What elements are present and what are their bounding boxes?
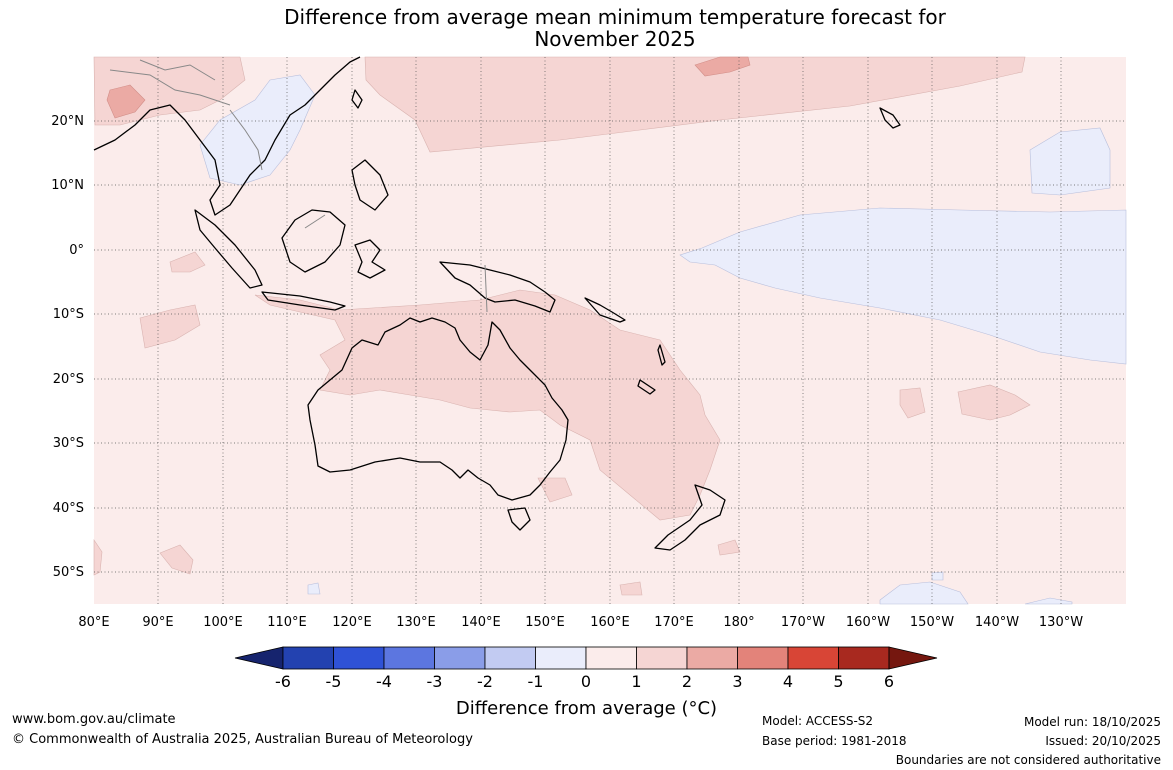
colorbar-segment xyxy=(585,646,637,670)
colorbar-tick-label: -6 xyxy=(275,672,291,691)
anomaly-zones-hot xyxy=(106,56,751,119)
sulawesi-coast xyxy=(354,239,386,279)
colorbar-segment xyxy=(686,646,738,670)
colorbar-tick-label: 3 xyxy=(732,672,742,691)
new-zealand-coast xyxy=(654,484,726,551)
lat-label: 20°S xyxy=(53,372,84,387)
colorbar-tick-label: -3 xyxy=(427,672,443,691)
lon-label: 170°E xyxy=(654,615,694,630)
colorbar-extend-low xyxy=(234,646,284,670)
colorbar-tick-label: -5 xyxy=(326,672,342,691)
colorbar-segment xyxy=(535,646,587,670)
taiwan-coast xyxy=(351,89,363,109)
lat-label: 30°S xyxy=(53,436,84,451)
lat-label: 20°N xyxy=(51,114,84,129)
map-title-line1: Difference from average mean minimum tem… xyxy=(284,5,946,29)
colorbar-segment xyxy=(737,646,789,670)
colorbar-tick-label: -4 xyxy=(376,672,392,691)
graticule xyxy=(94,57,1126,604)
asia-coast xyxy=(93,56,361,216)
base-period-text: Base period: 1981-2018 xyxy=(762,734,907,748)
lat-label: 0° xyxy=(69,243,84,258)
lat-label: 10°S xyxy=(53,307,84,322)
lon-label: 130°W xyxy=(1039,615,1083,630)
colorbar-segment xyxy=(282,646,334,670)
lon-label: 140°W xyxy=(975,615,1019,630)
colorbar-tick-label: -1 xyxy=(528,672,544,691)
anomaly-zones-cool xyxy=(199,74,1127,605)
vanuatu-coast xyxy=(657,344,666,366)
colorbar-title: Difference from average (°C) xyxy=(455,698,718,719)
colorbar-tick-label: 2 xyxy=(682,672,692,691)
lon-label: 130°E xyxy=(396,615,436,630)
longitude-labels: 80°E 90°E 100°E 110°E 120°E 130°E 140°E … xyxy=(78,615,1083,630)
lat-label: 50°S xyxy=(53,565,84,580)
solomons-coast xyxy=(584,297,626,323)
lon-label: 140°E xyxy=(461,615,501,630)
country-borders xyxy=(109,59,488,313)
borneo-coast xyxy=(281,209,346,273)
disclaimer-text: Boundaries are not considered authoritat… xyxy=(895,753,1161,767)
lon-label: 120°E xyxy=(332,615,372,630)
issued-text: Issued: 20/10/2025 xyxy=(1045,734,1161,748)
colorbar-tick-label: -2 xyxy=(477,672,493,691)
copyright-text: © Commonwealth of Australia 2025, Austra… xyxy=(12,732,473,747)
colorbar-tick-label: 0 xyxy=(581,672,591,691)
lon-label: 110°E xyxy=(267,615,307,630)
coastlines xyxy=(93,56,901,551)
colorbar-tick-label: 1 xyxy=(631,672,641,691)
tasmania-coast xyxy=(507,507,531,531)
lon-label: 80°E xyxy=(78,615,109,630)
model-run-text: Model run: 18/10/2025 xyxy=(1023,715,1161,729)
colorbar-segment xyxy=(333,646,385,670)
colorbar-segment xyxy=(434,646,486,670)
australia-coast xyxy=(307,317,569,501)
new-guinea-coast xyxy=(439,261,556,313)
colorbar-segment xyxy=(787,646,839,670)
lat-label: 10°N xyxy=(51,178,84,193)
java-coast xyxy=(261,291,346,311)
anomaly-zones-warm xyxy=(93,56,1031,596)
colorbar-extend-high xyxy=(888,646,938,670)
model-text: Model: ACCESS-S2 xyxy=(762,714,874,728)
colorbar-ticks: -6 -5 -4 -3 -2 -1 0 1 2 3 4 5 6 xyxy=(275,672,894,691)
colorbar-tick-label: 6 xyxy=(884,672,894,691)
lon-label: 170°W xyxy=(781,615,825,630)
website-text: www.bom.gov.au/climate xyxy=(12,712,176,727)
lon-label: 100°E xyxy=(203,615,243,630)
lat-label: 40°S xyxy=(53,501,84,516)
philippines-coast xyxy=(351,159,389,211)
lon-label: 180° xyxy=(723,615,754,630)
colorbar-tick-label: 5 xyxy=(833,672,843,691)
lon-label: 90°E xyxy=(142,615,173,630)
colorbar-segment xyxy=(484,646,536,670)
lon-label: 150°E xyxy=(525,615,565,630)
lon-label: 160°W xyxy=(846,615,890,630)
lon-label: 160°E xyxy=(590,615,630,630)
colorbar xyxy=(234,646,938,670)
hawaii-coast xyxy=(879,107,901,129)
colorbar-segment xyxy=(383,646,435,670)
new-caledonia-coast xyxy=(637,379,656,395)
colorbar-tick-label: 4 xyxy=(783,672,793,691)
sumatra-coast xyxy=(194,209,263,289)
lon-label: 150°W xyxy=(910,615,954,630)
latitude-labels: 20°N 10°N 0° 10°S 20°S 30°S 40°S 50°S xyxy=(51,114,84,580)
colorbar-segment xyxy=(838,646,890,670)
map-title-line2: November 2025 xyxy=(534,27,696,51)
colorbar-segment xyxy=(636,646,688,670)
